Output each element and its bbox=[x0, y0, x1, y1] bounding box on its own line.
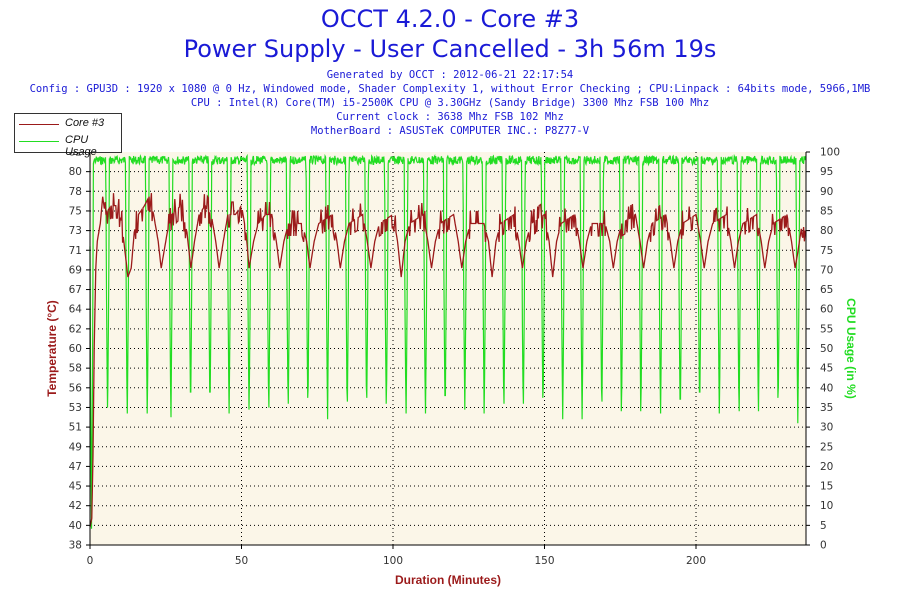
y-right-tick-label: 95 bbox=[820, 166, 833, 178]
y-right-tick-label: 15 bbox=[820, 481, 833, 493]
y-left-tick-label: 56 bbox=[69, 382, 83, 394]
legend-item-cpu: CPU Usage bbox=[15, 133, 121, 158]
y-left-tick-label: 47 bbox=[69, 461, 82, 473]
y-left-tick-label: 69 bbox=[69, 264, 82, 276]
legend-item-temp: Core #3 bbox=[15, 116, 121, 132]
x-tick-label: 200 bbox=[686, 555, 706, 567]
series-line-cpu-usage bbox=[89, 153, 807, 529]
y-right-tick-label: 55 bbox=[820, 323, 833, 335]
series-line-core3-temperature bbox=[89, 193, 807, 528]
x-axis-title: Duration (Minutes) bbox=[395, 573, 501, 587]
y-left-tick-label: 62 bbox=[69, 323, 82, 335]
y-left-tick-label: 64 bbox=[69, 304, 83, 316]
y-left-tick-label: 78 bbox=[69, 186, 82, 198]
y-right-tick-label: 85 bbox=[820, 205, 833, 217]
y-left-tick-label: 60 bbox=[69, 343, 82, 355]
legend-swatch-cpu bbox=[19, 141, 59, 142]
y-left-tick-label: 75 bbox=[69, 205, 82, 217]
y-right-tick-label: 20 bbox=[820, 461, 833, 473]
x-tick-label: 0 bbox=[87, 555, 94, 567]
y-right-tick-label: 70 bbox=[820, 264, 833, 276]
legend-swatch-temp bbox=[19, 124, 59, 125]
y-right-axis-title: CPU Usage (in %) bbox=[844, 298, 858, 399]
y-right-tick-label: 100 bbox=[820, 147, 840, 159]
y-right-tick-label: 75 bbox=[820, 245, 833, 257]
info-clock: Current clock : 3638 Mhz FSB 102 Mhz bbox=[336, 111, 564, 123]
y-left-tick-label: 71 bbox=[69, 245, 82, 257]
x-tick-label: 100 bbox=[383, 555, 403, 567]
y-right-tick-label: 40 bbox=[820, 382, 833, 394]
y-left-tick-label: 51 bbox=[69, 422, 82, 434]
y-left-tick-label: 49 bbox=[69, 441, 82, 453]
y-right-tick-label: 10 bbox=[820, 500, 833, 512]
chart-title: OCCT 4.2.0 - Core #3 bbox=[320, 5, 580, 33]
info-motherboard: MotherBoard : ASUSTeK COMPUTER INC.: P8Z… bbox=[310, 125, 590, 137]
y-left-tick-label: 73 bbox=[69, 225, 82, 237]
y-right-tick-label: 30 bbox=[820, 422, 833, 434]
y-left-tick-label: 42 bbox=[69, 500, 82, 512]
legend-label-temp: Core #3 bbox=[65, 117, 105, 129]
y-left-tick-label: 80 bbox=[69, 166, 82, 178]
y-right-tick-label: 5 bbox=[820, 520, 827, 532]
y-left-tick-label: 40 bbox=[69, 520, 82, 532]
info-config: Config : GPU3D : 1920 x 1080 @ 0 Hz, Win… bbox=[29, 83, 871, 95]
x-tick-label: 150 bbox=[534, 555, 554, 567]
info-cpu: CPU : Intel(R) Core(TM) i5-2500K CPU @ 3… bbox=[190, 97, 710, 109]
chart-subtitle: Power Supply - User Cancelled - 3h 56m 1… bbox=[183, 35, 717, 63]
y-right-tick-label: 65 bbox=[820, 284, 833, 296]
y-right-tick-label: 50 bbox=[820, 343, 833, 355]
y-left-tick-label: 53 bbox=[69, 402, 82, 414]
legend: Core #3 CPU Usage bbox=[14, 113, 122, 158]
y-right-tick-label: 25 bbox=[820, 441, 833, 453]
y-right-tick-label: 90 bbox=[820, 186, 833, 198]
legend-label-cpu: CPU Usage bbox=[65, 134, 97, 158]
y-right-tick-label: 35 bbox=[820, 402, 833, 414]
y-right-tick-label: 80 bbox=[820, 225, 833, 237]
info-generated: Generated by OCCT : 2012-06-21 22:17:54 bbox=[326, 69, 574, 81]
y-left-tick-label: 45 bbox=[69, 481, 82, 493]
y-left-tick-label: 67 bbox=[69, 284, 82, 296]
y-left-tick-label: 38 bbox=[69, 540, 82, 552]
y-right-tick-label: 0 bbox=[820, 540, 827, 552]
y-left-axis-title: Temperature (°C) bbox=[45, 300, 59, 397]
y-right-tick-label: 45 bbox=[820, 363, 833, 375]
x-tick-label: 50 bbox=[235, 555, 248, 567]
y-right-tick-label: 60 bbox=[820, 304, 833, 316]
y-left-tick-label: 58 bbox=[69, 363, 82, 375]
